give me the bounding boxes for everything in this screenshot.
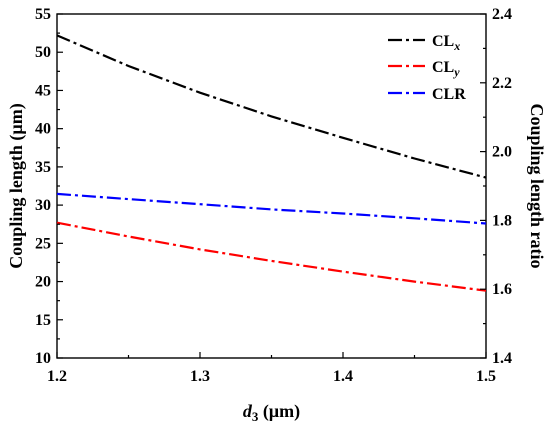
left-tick-label: 55 [35,6,51,23]
x-tick-label: 1.3 [190,368,210,385]
left-axis-ticks: 10 15 20 25 30 35 40 45 50 55 [35,6,63,367]
left-tick-label: 25 [35,235,51,252]
left-tick-label: 10 [35,350,51,367]
left-tick-label: 20 [35,274,51,291]
left-tick-label: 40 [35,121,51,138]
series-line-cly [56,221,487,292]
legend-label-clx: CLx [432,33,460,53]
legend: CLx CLy CLR [388,33,466,103]
left-tick-label: 30 [35,197,51,214]
left-tick-label: 50 [35,44,51,61]
x-tick-label: 1.4 [333,368,353,385]
x-axis-title: d3 (µm) [243,401,300,424]
left-tick-label: 45 [35,82,51,99]
right-tick-label: 2.4 [492,6,512,23]
series-layer [56,34,487,292]
legend-label-cly: CLy [432,59,460,79]
right-tick-label: 1.6 [492,281,512,298]
right-tick-label: 2.2 [492,75,512,92]
left-tick-label: 15 [35,312,51,329]
legend-label-clr: CLR [432,86,466,103]
right-axis-ticks: 1.4 1.6 1.8 2.0 2.2 2.4 [480,6,512,367]
right-tick-label: 1.8 [492,212,512,229]
series-line-clr [56,192,487,225]
left-axis-title: Coupling length (µm) [6,103,27,268]
right-axis-title: Coupling length ratio [527,103,547,268]
x-tick-label: 1.5 [476,368,496,385]
right-tick-label: 1.4 [492,350,512,367]
right-tick-label: 2.0 [492,144,512,161]
left-tick-label: 35 [35,159,51,176]
series-line-clx [56,34,487,179]
x-tick-label: 1.2 [47,368,67,385]
x-axis-ticks: 1.2 1.3 1.4 1.5 [47,352,496,385]
